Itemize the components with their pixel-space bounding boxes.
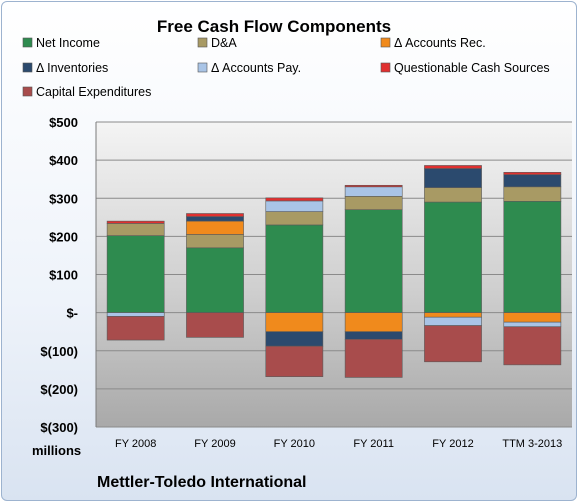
legend: Net Income D&A Δ Accounts Rec. Δ Inventorie… bbox=[22, 36, 550, 99]
x-tick-label: TTM 3-2013 bbox=[502, 438, 562, 450]
bar-segment-delta-accounts-pay bbox=[503, 321, 562, 328]
bar-segment-delta-inventories bbox=[344, 331, 403, 340]
legend-swatch-delta-accounts-pay bbox=[197, 62, 208, 73]
bar-segment-delta-accounts-rec bbox=[186, 220, 244, 235]
bar-segment-capital-expenditures bbox=[424, 325, 482, 363]
bar-segment-delta-accounts-pay bbox=[106, 312, 165, 317]
bar-segment-delta-inventories bbox=[503, 174, 562, 188]
bar-segment-delta-accounts-rec bbox=[424, 312, 482, 318]
legend-swatch-capital-expenditures bbox=[22, 86, 33, 97]
bar-segment-d-a bbox=[265, 211, 324, 226]
bar-segment-d-a bbox=[424, 187, 482, 203]
x-tick-label: FY 2010 bbox=[274, 438, 315, 450]
bar-segment-d-a bbox=[106, 223, 165, 236]
bar-segment-delta-accounts-pay bbox=[344, 186, 403, 197]
y-tick-label: $(200) bbox=[40, 382, 78, 397]
bar-segment-questionable-cash-sources bbox=[106, 220, 165, 224]
y-axis: $500 $400 $300 $200 $100 $- $(100) $(200) $(300) bbox=[40, 115, 97, 435]
legend-label-net-income: Net Income bbox=[36, 36, 100, 50]
x-tick-label: FY 2012 bbox=[432, 438, 473, 450]
y-tick-label: $(300) bbox=[40, 420, 78, 435]
legend-swatch-delta-inventories bbox=[22, 62, 33, 73]
bar-segment-delta-inventories bbox=[424, 168, 482, 188]
legend-label-delta-inventories: Δ Inventories bbox=[36, 61, 108, 75]
bars bbox=[106, 165, 562, 378]
legend-swatch-net-income bbox=[22, 37, 33, 48]
units-label: millions bbox=[32, 443, 81, 458]
chart-title: Free Cash Flow Components bbox=[157, 17, 391, 36]
y-tick-label: $(100) bbox=[40, 344, 78, 359]
bar-segment-questionable-cash-sources bbox=[186, 213, 244, 217]
bar-segment-questionable-cash-sources bbox=[344, 184, 403, 188]
bar-segment-delta-accounts-rec bbox=[503, 312, 562, 323]
bar-segment-delta-inventories bbox=[186, 216, 244, 222]
y-tick-label: $300 bbox=[49, 191, 78, 206]
x-tick-label: FY 2011 bbox=[353, 438, 394, 450]
bar-segment-delta-accounts-rec bbox=[344, 312, 403, 332]
legend-label-delta-accounts-rec: Δ Accounts Rec. bbox=[394, 36, 486, 50]
bar-segment-delta-accounts-pay bbox=[265, 200, 324, 212]
bar-segment-questionable-cash-sources bbox=[503, 172, 562, 175]
bar-segment-capital-expenditures bbox=[186, 312, 244, 338]
bar-segment-d-a bbox=[503, 186, 562, 202]
legend-label-d-a: D&A bbox=[211, 36, 237, 50]
bar-segment-net-income bbox=[106, 235, 165, 313]
bar-segment-delta-accounts-pay bbox=[424, 316, 482, 326]
x-axis: FY 2008 FY 2009 FY 2010 FY 2011 FY 2012 TTM 3… bbox=[115, 438, 562, 450]
bar-segment-d-a bbox=[186, 234, 244, 249]
bar-segment-capital-expenditures bbox=[344, 339, 403, 378]
bar-segment-net-income bbox=[424, 201, 482, 313]
bar-segment-d-a bbox=[344, 196, 403, 210]
y-tick-label: $200 bbox=[49, 229, 78, 244]
bar-segment-net-income bbox=[344, 209, 403, 313]
y-tick-label: $500 bbox=[49, 115, 78, 130]
legend-swatch-questionable-cash-sources bbox=[380, 62, 391, 73]
bar-segment-delta-inventories bbox=[265, 331, 324, 347]
legend-label-capital-expenditures: Capital Expenditures bbox=[36, 85, 151, 99]
y-tick-label: $400 bbox=[49, 153, 78, 168]
legend-swatch-d-a bbox=[197, 37, 208, 48]
bar-segment-questionable-cash-sources bbox=[424, 165, 482, 169]
company-name: Mettler-Toledo International bbox=[97, 474, 306, 491]
bar-segment-capital-expenditures bbox=[503, 326, 562, 366]
legend-label-delta-accounts-pay: Δ Accounts Pay. bbox=[211, 61, 301, 75]
x-tick-label: FY 2008 bbox=[115, 438, 156, 450]
bar-segment-net-income bbox=[186, 247, 244, 313]
legend-label-questionable-cash-sources: Questionable Cash Sources bbox=[394, 61, 550, 75]
bar-segment-capital-expenditures bbox=[106, 316, 165, 341]
bar-segment-net-income bbox=[265, 224, 324, 313]
bar-segment-questionable-cash-sources bbox=[265, 197, 324, 202]
bar-segment-delta-accounts-rec bbox=[265, 312, 324, 332]
bar-segment-capital-expenditures bbox=[265, 345, 324, 377]
bar-segment-net-income bbox=[503, 201, 562, 313]
y-tick-label: $- bbox=[66, 306, 78, 321]
y-tick-label: $100 bbox=[49, 268, 78, 283]
x-tick-label: FY 2009 bbox=[194, 438, 235, 450]
legend-swatch-delta-accounts-rec bbox=[380, 37, 391, 48]
gridlines bbox=[96, 121, 572, 428]
